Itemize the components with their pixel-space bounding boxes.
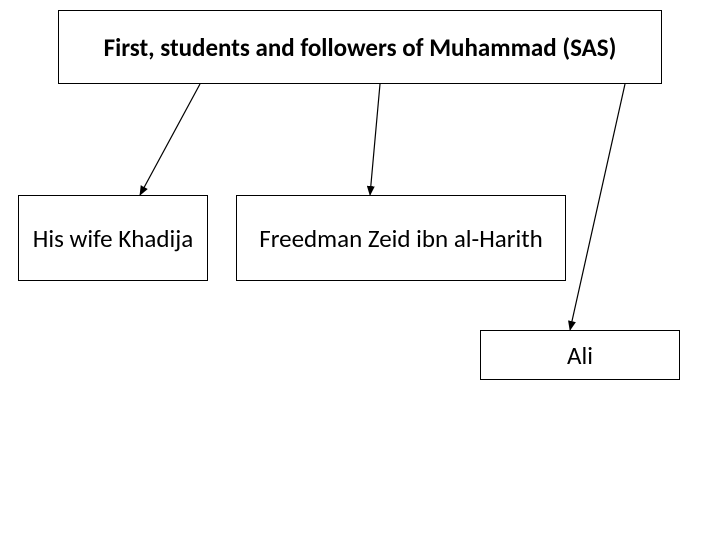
edge-root-ali	[570, 84, 625, 330]
zeid-node: Freedman Zeid ibn al-Harith	[236, 195, 566, 281]
edge-root-zeid	[370, 84, 380, 195]
khadija-node-label: His wife Khadija	[33, 223, 193, 254]
zeid-node-label: Freedman Zeid ibn al-Harith	[259, 223, 542, 254]
root-node: First, students and followers of Muhamma…	[58, 10, 662, 84]
root-node-label: First, students and followers of Muhamma…	[104, 32, 617, 63]
khadija-node: His wife Khadija	[18, 195, 208, 281]
ali-node-label: Ali	[567, 340, 593, 371]
ali-node: Ali	[480, 330, 680, 380]
edge-root-khadija	[140, 84, 200, 195]
